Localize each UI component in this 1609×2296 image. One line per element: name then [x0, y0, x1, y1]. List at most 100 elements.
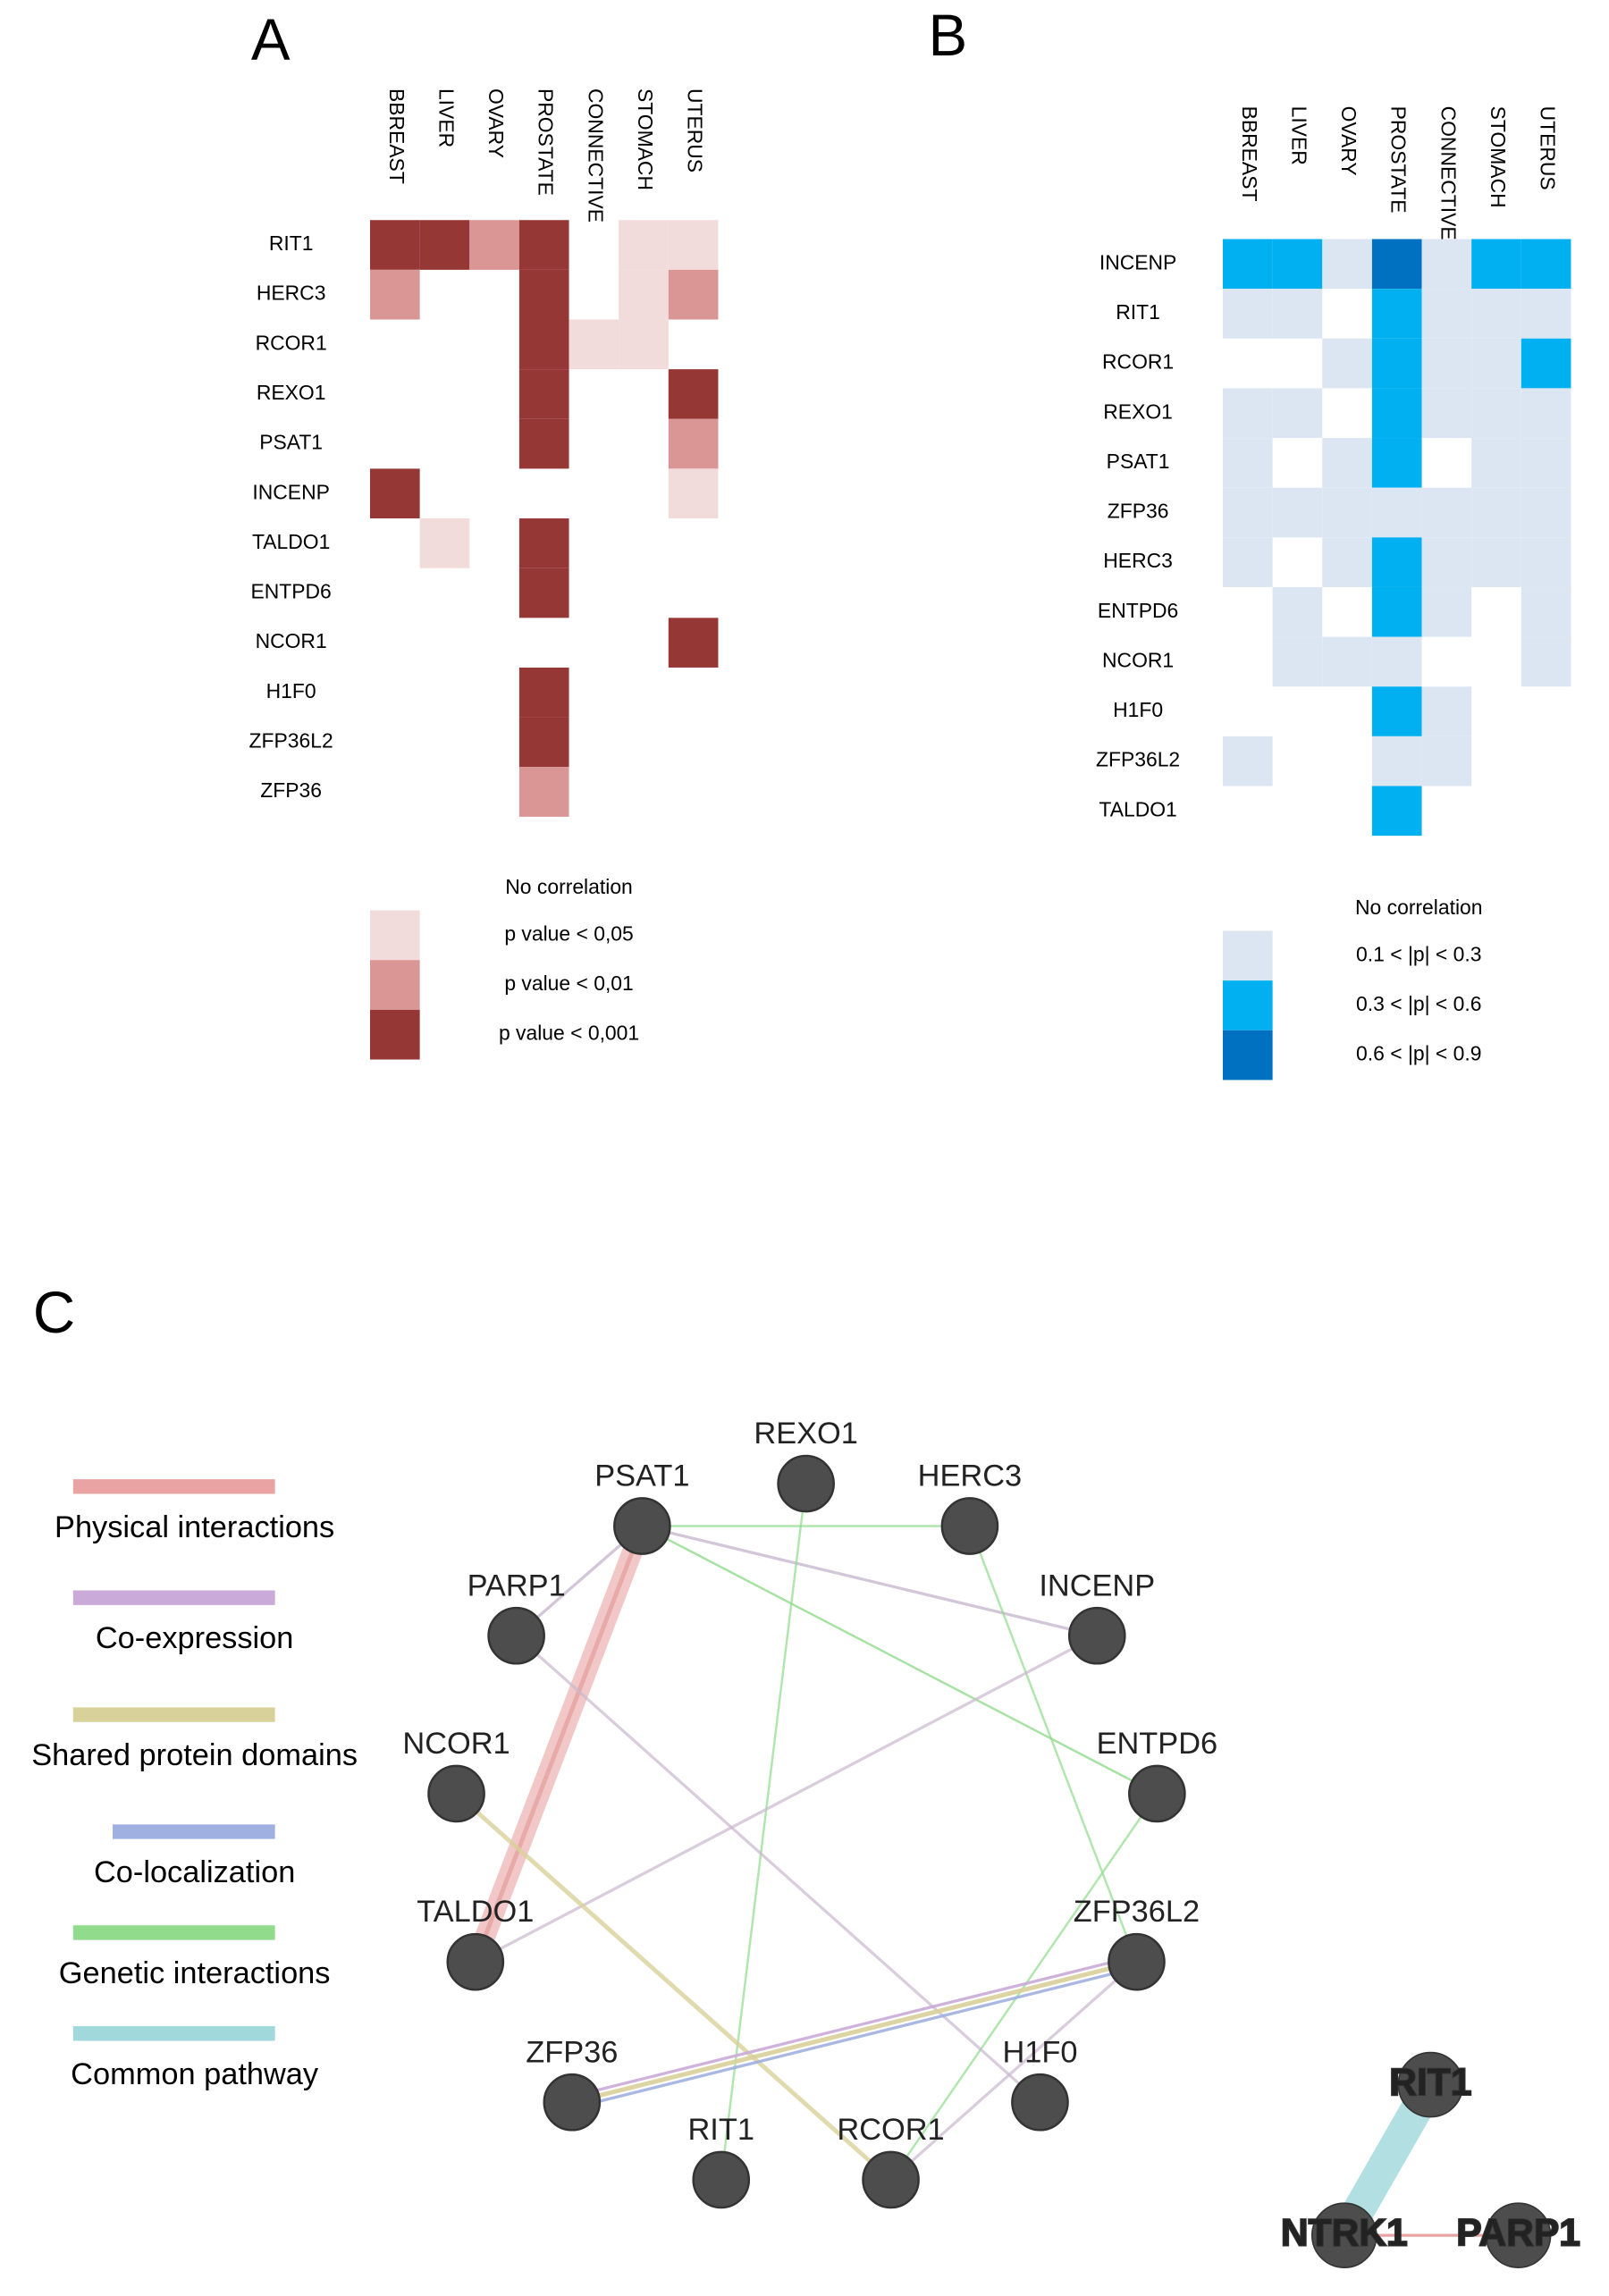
heatmap-cell [1371, 786, 1422, 837]
heatmap-cell [1421, 289, 1472, 339]
row-label: ZFP36L2 [249, 728, 333, 752]
network-node [543, 2073, 602, 2132]
heatmap-cell [669, 320, 719, 370]
heatmap-cell [420, 369, 470, 419]
legend-label: 0.6 < |p| < 0.9 [1356, 1042, 1481, 1065]
pathway-node [1485, 2202, 1552, 2268]
heatmap-cell [669, 767, 719, 817]
heatmap-cell [419, 220, 470, 270]
heatmap-cell [1223, 438, 1273, 488]
heatmap-cell [469, 320, 519, 370]
pathway-label: RIT1 [1389, 2061, 1471, 2104]
column-label: OVARY [484, 88, 508, 158]
heatmap-cell [1471, 736, 1521, 786]
heatmap-cell [619, 319, 669, 370]
heatmap-cell [1223, 786, 1273, 837]
heatmap-cell [420, 468, 470, 518]
heatmap-cell [569, 468, 619, 518]
heatmap-cell [1272, 239, 1323, 290]
heatmap-cell [569, 369, 619, 419]
legend-label: Co-expression [96, 1621, 294, 1655]
network-node [1067, 1606, 1126, 1665]
heatmap-cell [569, 220, 619, 270]
row-label: ZFP36 [1108, 500, 1169, 523]
row-label: RIT1 [269, 231, 314, 255]
heatmap-cell [1223, 388, 1273, 439]
heatmap-cell [1422, 438, 1472, 488]
heatmap-cell [1223, 587, 1273, 637]
heatmap-cell [1273, 736, 1323, 786]
heatmap-cell [1273, 438, 1323, 488]
network-node [427, 1764, 485, 1823]
node-label: PSAT1 [594, 1459, 689, 1493]
heatmap-cell [1421, 736, 1472, 786]
legend-label: p value < 0,001 [499, 1022, 639, 1045]
row-label: HERC3 [1103, 549, 1173, 572]
heatmap-cell [1421, 239, 1472, 290]
node-label: PARP1 [468, 1569, 566, 1602]
heatmap-cell [1322, 686, 1372, 736]
heatmap-cell [1471, 686, 1521, 736]
heatmap-cell [518, 220, 569, 270]
row-label: NCOR1 [1102, 648, 1174, 671]
legend-swatch [1223, 980, 1273, 1030]
heatmap-cell [1521, 537, 1571, 587]
heatmap-cell [1521, 338, 1571, 389]
heatmap-cell [370, 668, 420, 718]
panel-letter: B [929, 3, 968, 68]
heatmap-cell [1322, 537, 1372, 587]
heatmap-cell [1421, 537, 1472, 587]
heatmap-cell [1521, 636, 1571, 687]
heatmap-cell [1272, 289, 1323, 339]
heatmap-cell [669, 568, 719, 618]
heatmap-cell [469, 369, 519, 419]
pathway-node [1397, 2051, 1464, 2118]
heatmap-cell [1272, 586, 1323, 637]
heatmap-cell [469, 518, 519, 568]
row-label: RIT1 [1116, 300, 1160, 324]
heatmap-cell [1273, 339, 1323, 389]
heatmap-cell [420, 320, 470, 370]
heatmap-cell [370, 518, 420, 568]
heatmap-cell [370, 568, 420, 618]
heatmap-cell [420, 419, 470, 469]
network-node [446, 1932, 505, 1991]
column-label: PROSTATE [1387, 106, 1411, 214]
row-label: ZFP36 [260, 778, 322, 802]
network-node [613, 1497, 671, 1555]
heatmap-cell [1371, 537, 1422, 587]
heatmap-cell [1223, 289, 1273, 339]
heatmap-cell [1272, 388, 1323, 439]
heatmap-cell [370, 369, 420, 419]
heatmap-cell [518, 418, 569, 469]
legend-label: p value < 0,01 [504, 971, 633, 995]
row-label: ZFP36L2 [1096, 748, 1180, 771]
heatmap-cell [419, 518, 470, 568]
legend-label: 0.1 < |p| < 0.3 [1356, 942, 1481, 965]
heatmap-cell [518, 568, 569, 618]
heatmap-cell [370, 419, 420, 469]
column-label: UTERUS [1537, 106, 1560, 190]
heatmap-cell [1223, 736, 1273, 786]
heatmap-cell [370, 618, 420, 668]
node-label: TALDO1 [417, 1895, 534, 1929]
heatmap-cell [668, 220, 719, 270]
heatmap-cell [420, 767, 470, 817]
heatmap-cell [1422, 637, 1472, 687]
network-node [692, 2150, 751, 2209]
heatmap-cell [469, 220, 519, 270]
row-label: H1F0 [1113, 698, 1163, 721]
column-label: STOMACH [634, 88, 657, 190]
heatmap-cell [518, 767, 569, 817]
heatmap-cell [569, 270, 619, 320]
heatmap-cell [469, 568, 519, 618]
heatmap-cell [619, 518, 669, 568]
heatmap-cell [370, 269, 420, 320]
heatmap-cell [668, 369, 719, 419]
column-label: UTERUS [684, 88, 707, 172]
heatmap-cell [1371, 736, 1422, 786]
panel-letter: A [251, 7, 291, 72]
heatmap-cell [669, 718, 719, 768]
heatmap-cell [1371, 388, 1422, 439]
